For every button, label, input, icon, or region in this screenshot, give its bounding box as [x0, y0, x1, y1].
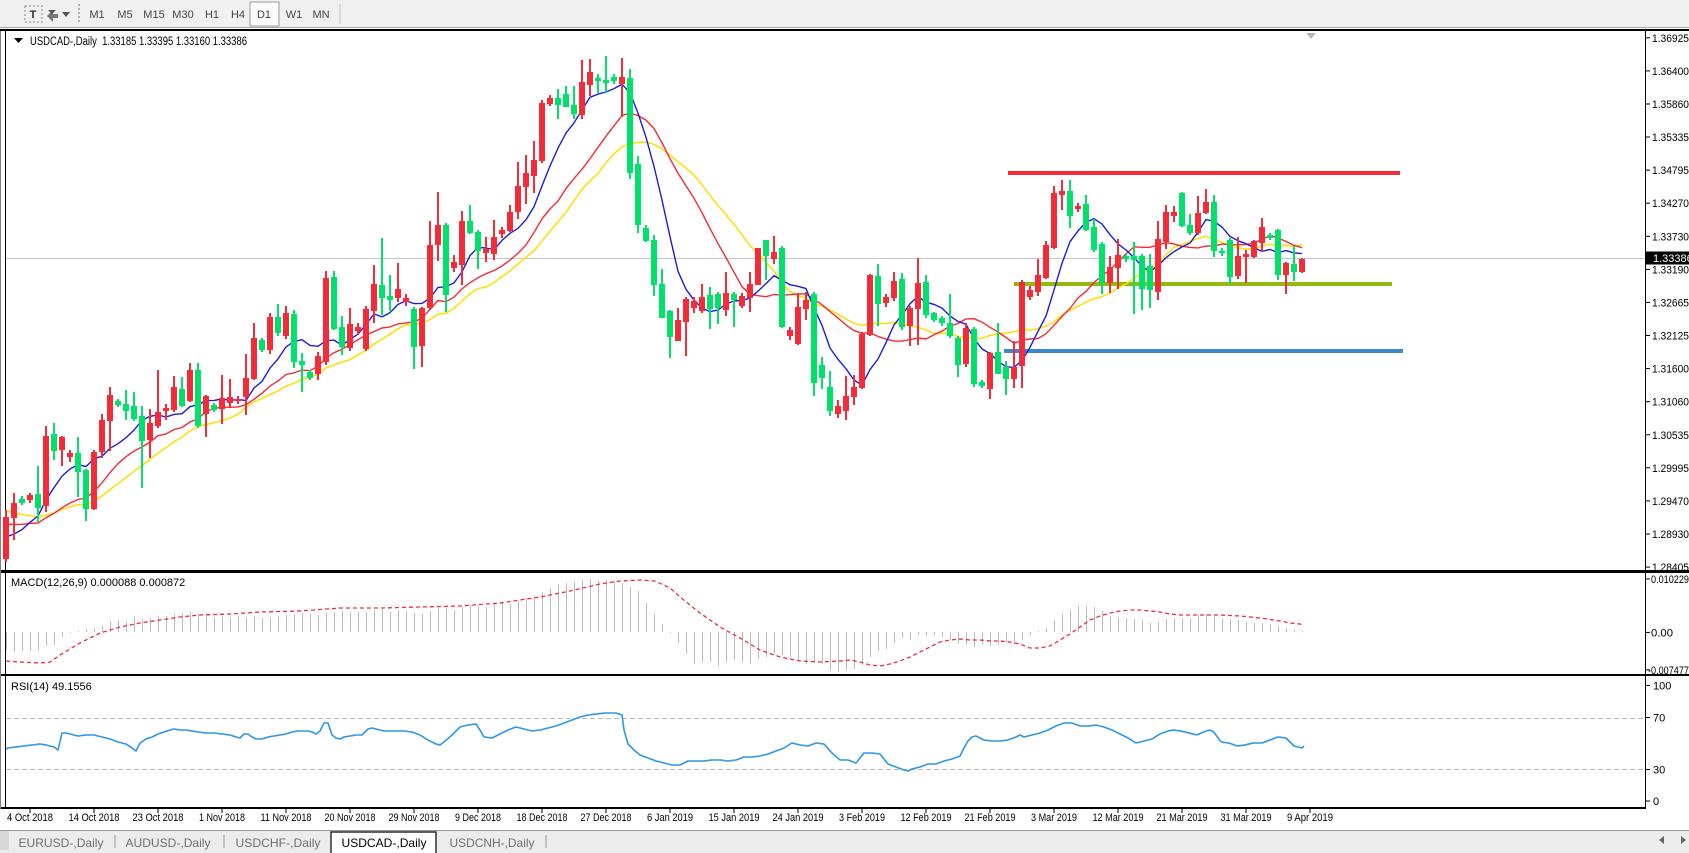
svg-text:100: 100 — [1653, 681, 1671, 693]
svg-text:USDCNH-,Daily: USDCNH-,Daily — [450, 836, 535, 850]
svg-text:M15: M15 — [143, 9, 164, 21]
svg-text:M5: M5 — [117, 9, 132, 21]
svg-text:1 Nov 2018: 1 Nov 2018 — [199, 812, 245, 824]
svg-text:9 Apr 2019: 9 Apr 2019 — [1287, 812, 1333, 824]
svg-text:-0.007477: -0.007477 — [1648, 665, 1689, 677]
svg-text:1.29995: 1.29995 — [1652, 463, 1689, 475]
svg-text:1.31060: 1.31060 — [1652, 397, 1689, 409]
svg-text:12 Feb 2019: 12 Feb 2019 — [901, 812, 952, 824]
svg-text:3 Mar 2019: 3 Mar 2019 — [1031, 812, 1077, 824]
svg-text:0.00: 0.00 — [1651, 627, 1673, 639]
svg-text:18 Dec 2018: 18 Dec 2018 — [517, 812, 568, 824]
svg-text:M30: M30 — [172, 9, 193, 21]
svg-text:1.33386: 1.33386 — [1653, 253, 1689, 265]
svg-text:1.34795: 1.34795 — [1652, 165, 1689, 177]
svg-text:H4: H4 — [231, 9, 245, 21]
svg-text:23 Oct 2018: 23 Oct 2018 — [133, 812, 184, 824]
svg-text:21 Feb 2019: 21 Feb 2019 — [965, 812, 1016, 824]
svg-text:1.31600: 1.31600 — [1652, 364, 1689, 376]
svg-text:1.29470: 1.29470 — [1652, 496, 1689, 508]
svg-text:11 Nov 2018: 11 Nov 2018 — [261, 812, 312, 824]
svg-text:3 Feb 2019: 3 Feb 2019 — [839, 812, 885, 824]
svg-text:1.28405: 1.28405 — [1652, 562, 1689, 574]
svg-text:1.32665: 1.32665 — [1652, 297, 1689, 309]
svg-text:15 Jan 2019: 15 Jan 2019 — [709, 812, 760, 824]
svg-text:1.28930: 1.28930 — [1652, 529, 1689, 541]
svg-text:1.35335: 1.35335 — [1652, 132, 1689, 144]
svg-text:1.33730: 1.33730 — [1652, 231, 1689, 243]
svg-text:6 Jan 2019: 6 Jan 2019 — [647, 812, 693, 824]
svg-text:31 Mar 2019: 31 Mar 2019 — [1221, 812, 1272, 824]
svg-text:20 Nov 2018: 20 Nov 2018 — [325, 812, 376, 824]
svg-text:29 Nov 2018: 29 Nov 2018 — [389, 812, 440, 824]
svg-text:1.34270: 1.34270 — [1652, 198, 1689, 210]
svg-text:1.32125: 1.32125 — [1652, 331, 1689, 343]
svg-text:W1: W1 — [286, 9, 303, 21]
svg-text:24 Jan 2019: 24 Jan 2019 — [773, 812, 824, 824]
svg-text:21 Mar 2019: 21 Mar 2019 — [1157, 812, 1208, 824]
svg-text:USDCAD-,Daily 1.33185 1.33395: USDCAD-,Daily 1.33185 1.33395 1.33160 1.… — [30, 36, 247, 48]
svg-text:14 Oct 2018: 14 Oct 2018 — [69, 812, 120, 824]
svg-text:USDCAD-,Daily: USDCAD-,Daily — [342, 836, 427, 850]
svg-text:D1: D1 — [257, 9, 271, 21]
svg-text:27 Dec 2018: 27 Dec 2018 — [581, 812, 632, 824]
svg-text:RSI(14) 49.1556: RSI(14) 49.1556 — [11, 681, 92, 693]
svg-text:12 Mar 2019: 12 Mar 2019 — [1093, 812, 1144, 824]
svg-text:0: 0 — [1653, 796, 1659, 808]
svg-text:0.010229: 0.010229 — [1651, 574, 1689, 586]
svg-text:MN: MN — [312, 9, 329, 21]
svg-text:H1: H1 — [205, 9, 219, 21]
svg-text:USDCHF-,Daily: USDCHF-,Daily — [236, 836, 321, 850]
svg-text:MACD(12,26,9) 0.000088 0.00087: MACD(12,26,9) 0.000088 0.000872 — [11, 577, 185, 589]
svg-text:70: 70 — [1653, 713, 1665, 725]
svg-text:1.36925: 1.36925 — [1652, 33, 1689, 45]
svg-text:9 Dec 2018: 9 Dec 2018 — [455, 812, 501, 824]
svg-text:AUDUSD-,Daily: AUDUSD-,Daily — [126, 836, 211, 850]
svg-text:EURUSD-,Daily: EURUSD-,Daily — [19, 836, 104, 850]
svg-text:M1: M1 — [89, 9, 104, 21]
svg-text:1.33190: 1.33190 — [1652, 264, 1689, 276]
svg-text:30: 30 — [1653, 765, 1665, 777]
svg-text:1.36400: 1.36400 — [1652, 66, 1689, 78]
svg-text:T: T — [30, 9, 37, 21]
svg-text:1.30535: 1.30535 — [1652, 430, 1689, 442]
svg-text:4 Oct 2018: 4 Oct 2018 — [7, 812, 53, 824]
svg-text:1.35860: 1.35860 — [1652, 99, 1689, 111]
